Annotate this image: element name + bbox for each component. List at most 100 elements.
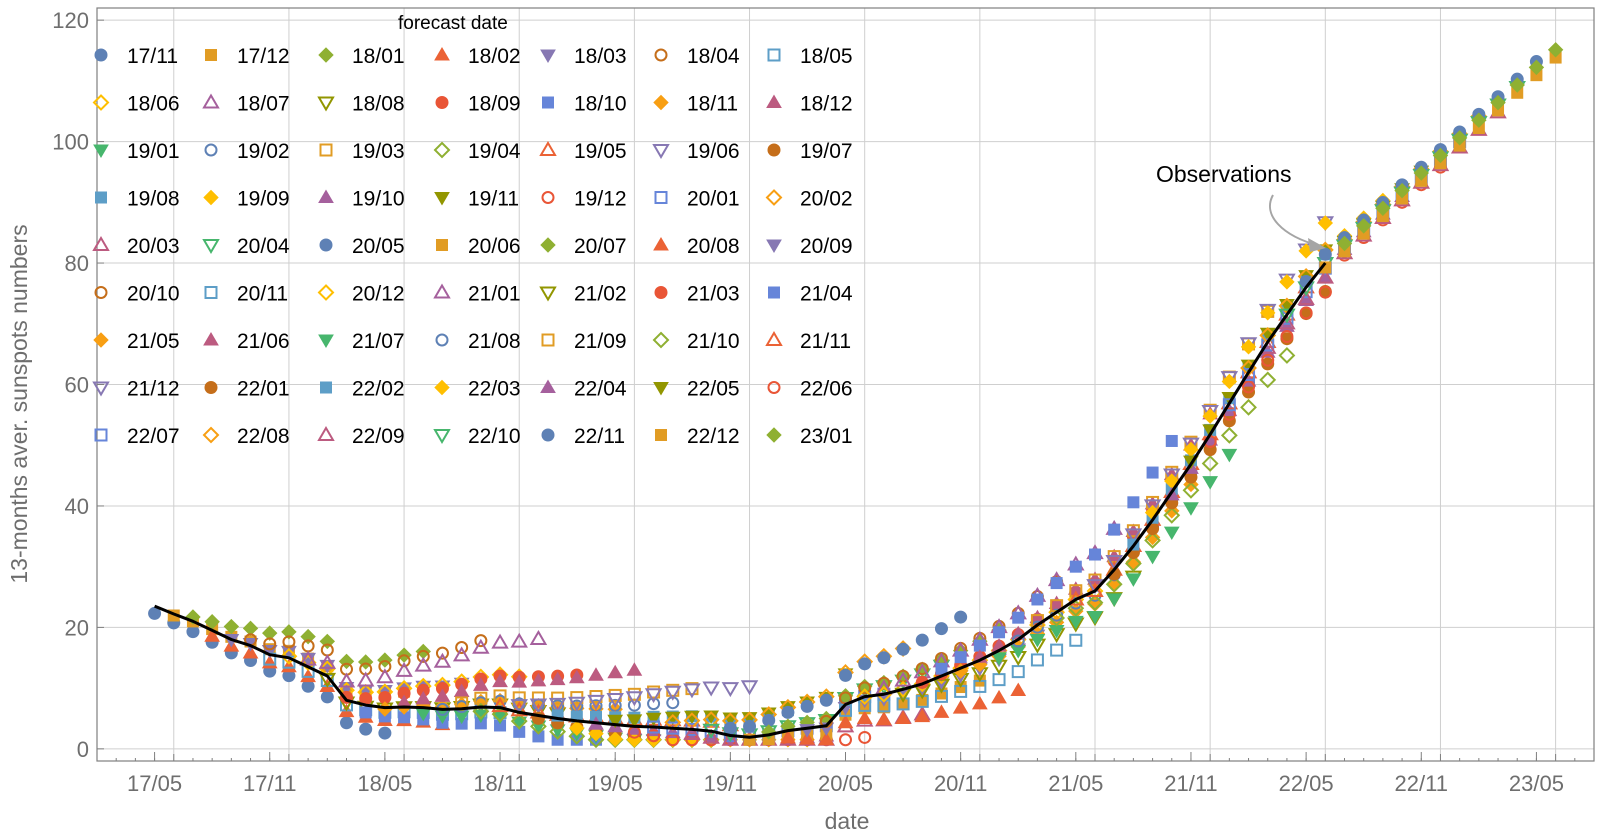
forecast-point [644, 688, 663, 704]
legend-entry: 18/06 [92, 93, 180, 116]
forecast-point [858, 698, 872, 712]
forecast-point [1261, 357, 1275, 371]
forecast-point [1165, 434, 1178, 447]
legend-label: 18/07 [237, 93, 290, 116]
x-axis-title: date [825, 808, 870, 834]
forecast-point [1278, 347, 1296, 364]
legend-entry: 20/06 [436, 235, 521, 258]
forecast-point [281, 658, 297, 673]
forecast-point [1108, 523, 1121, 536]
legend-entry: 21/01 [433, 283, 521, 306]
legend-entry: 20/03 [92, 235, 180, 258]
legend-marker [768, 286, 780, 299]
x-tick-label: 19/11 [704, 771, 757, 796]
legend-marker [435, 333, 449, 347]
forecast-point [568, 669, 585, 684]
legend-title: forecast date [398, 13, 508, 34]
y-axis-title: 13-months aver. sunspots numbers [6, 224, 32, 583]
y-tick-label: 120 [52, 8, 89, 33]
forecast-point [626, 714, 643, 728]
forecast-point [819, 693, 833, 707]
legend-label: 20/03 [127, 235, 180, 258]
legend-entry: 22/02 [320, 378, 405, 401]
forecast-point [1278, 314, 1296, 330]
forecast-point [1547, 42, 1564, 58]
forecast-point [1050, 643, 1064, 657]
legend-marker [92, 236, 110, 251]
legend-label: 22/09 [352, 425, 405, 448]
legend-marker [433, 429, 451, 444]
legend-entry: 17/12 [205, 45, 290, 68]
legend-marker [203, 189, 219, 206]
legend-label: 17/11 [127, 45, 178, 68]
legend-marker [652, 144, 670, 159]
forecast-point [376, 668, 394, 684]
legend-label: 20/10 [127, 283, 180, 306]
forecast-point [491, 697, 509, 713]
forecast-point [877, 676, 891, 690]
legend-entry: 21/02 [539, 283, 627, 306]
forecast-point [1261, 353, 1275, 367]
legend-label: 20/09 [800, 235, 853, 258]
forecast-point [1029, 609, 1046, 624]
x-tick-label: 20/05 [818, 771, 873, 796]
legend-label: 18/08 [352, 93, 405, 116]
forecast-point [359, 722, 373, 736]
forecast-point [914, 708, 931, 723]
legend-label: 18/02 [468, 45, 521, 68]
legend-label: 18/06 [127, 93, 180, 116]
legend-label: 18/10 [574, 93, 627, 116]
legend-entry: 20/09 [766, 235, 853, 258]
forecast-point [1336, 235, 1353, 252]
legend-marker [205, 49, 217, 61]
legend-label: 19/01 [127, 140, 180, 163]
forecast-point [282, 635, 296, 649]
forecast-point [683, 724, 701, 740]
legend-marker [654, 191, 668, 204]
forecast-point [1451, 130, 1468, 146]
legend-marker [94, 48, 108, 62]
forecast-point [1413, 165, 1429, 181]
legend-label: 21/03 [687, 283, 740, 306]
forecast-point [1050, 577, 1063, 590]
forecast-point [1221, 448, 1238, 463]
forecast-point [1069, 633, 1083, 647]
forecast-point [435, 646, 449, 660]
legend-entry: 21/05 [93, 330, 180, 353]
legend-entry: 21/03 [654, 283, 740, 306]
legend-label: 19/06 [687, 140, 740, 163]
forecast-point [1222, 398, 1236, 412]
forecast-point [186, 625, 200, 639]
legend-label: 21/09 [574, 330, 627, 353]
legend-entry: 18/07 [202, 93, 290, 116]
forecast-point [568, 696, 586, 712]
forecast-point [954, 610, 968, 624]
legend-marker [541, 333, 555, 347]
forecast-point [549, 671, 566, 686]
x-tick-label: 21/05 [1048, 771, 1103, 796]
legend-entry: 18/05 [767, 45, 853, 68]
legend-label: 19/09 [237, 188, 290, 211]
forecast-point [721, 730, 740, 746]
forecast-point [359, 706, 372, 719]
legend-marker [202, 426, 220, 444]
forecast-point [952, 700, 969, 714]
legend-marker [319, 143, 333, 157]
forecast-point [934, 622, 948, 636]
forecast-point [1124, 528, 1143, 544]
legend-entry: 23/01 [766, 425, 853, 448]
observations-line [154, 262, 1327, 739]
legend-label: 23/01 [800, 425, 853, 448]
legend-entry: 21/10 [652, 330, 740, 353]
forecast-point [894, 671, 912, 687]
legend-label: 19/10 [352, 188, 405, 211]
legend-entry: 20/07 [540, 235, 627, 258]
legend-marker [320, 381, 332, 394]
forecast-point [856, 688, 874, 706]
legend-entry: 18/09 [435, 93, 521, 116]
legend-label: 17/12 [237, 45, 290, 68]
legend-label: 20/04 [237, 235, 290, 258]
y-tick-label: 60 [65, 373, 89, 398]
forecast-point [223, 618, 240, 635]
legend-marker [95, 191, 107, 204]
